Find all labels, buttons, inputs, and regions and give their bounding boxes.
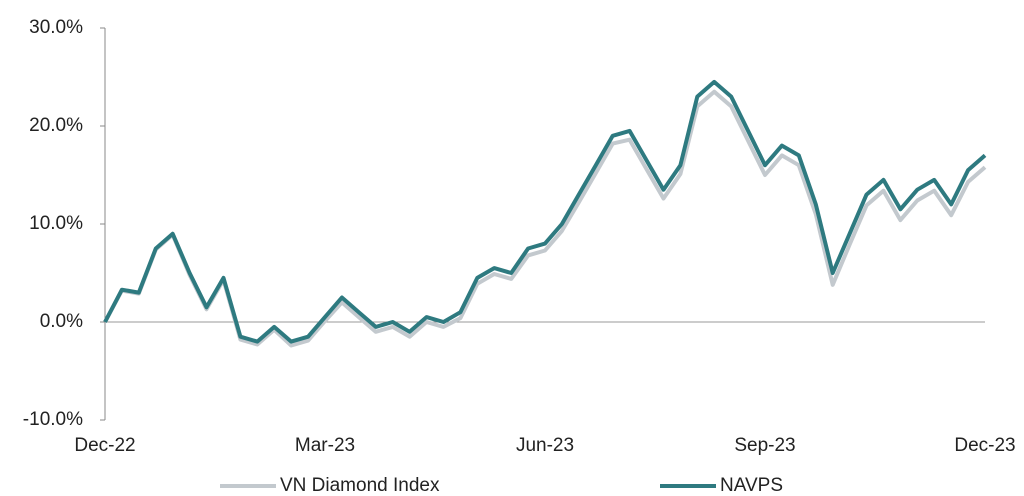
legend-label: VN Diamond Index [280,475,440,496]
y-tick-label: 30.0% [29,17,83,38]
x-tick-label: Dec-22 [74,435,135,456]
y-tick-label: 0.0% [40,311,83,332]
x-tick-label: Dec-23 [954,435,1015,456]
series-line [103,89,987,348]
legend-label: NAVPS [720,475,783,496]
y-tick-label: 20.0% [29,115,83,136]
x-tick-label: Jun-23 [516,435,574,456]
x-tick-label: Sep-23 [734,435,795,456]
series-line [103,79,987,344]
x-tick-label: Mar-23 [295,435,355,456]
y-tick-label: 10.0% [29,213,83,234]
y-tick-label: -10.0% [23,409,83,430]
